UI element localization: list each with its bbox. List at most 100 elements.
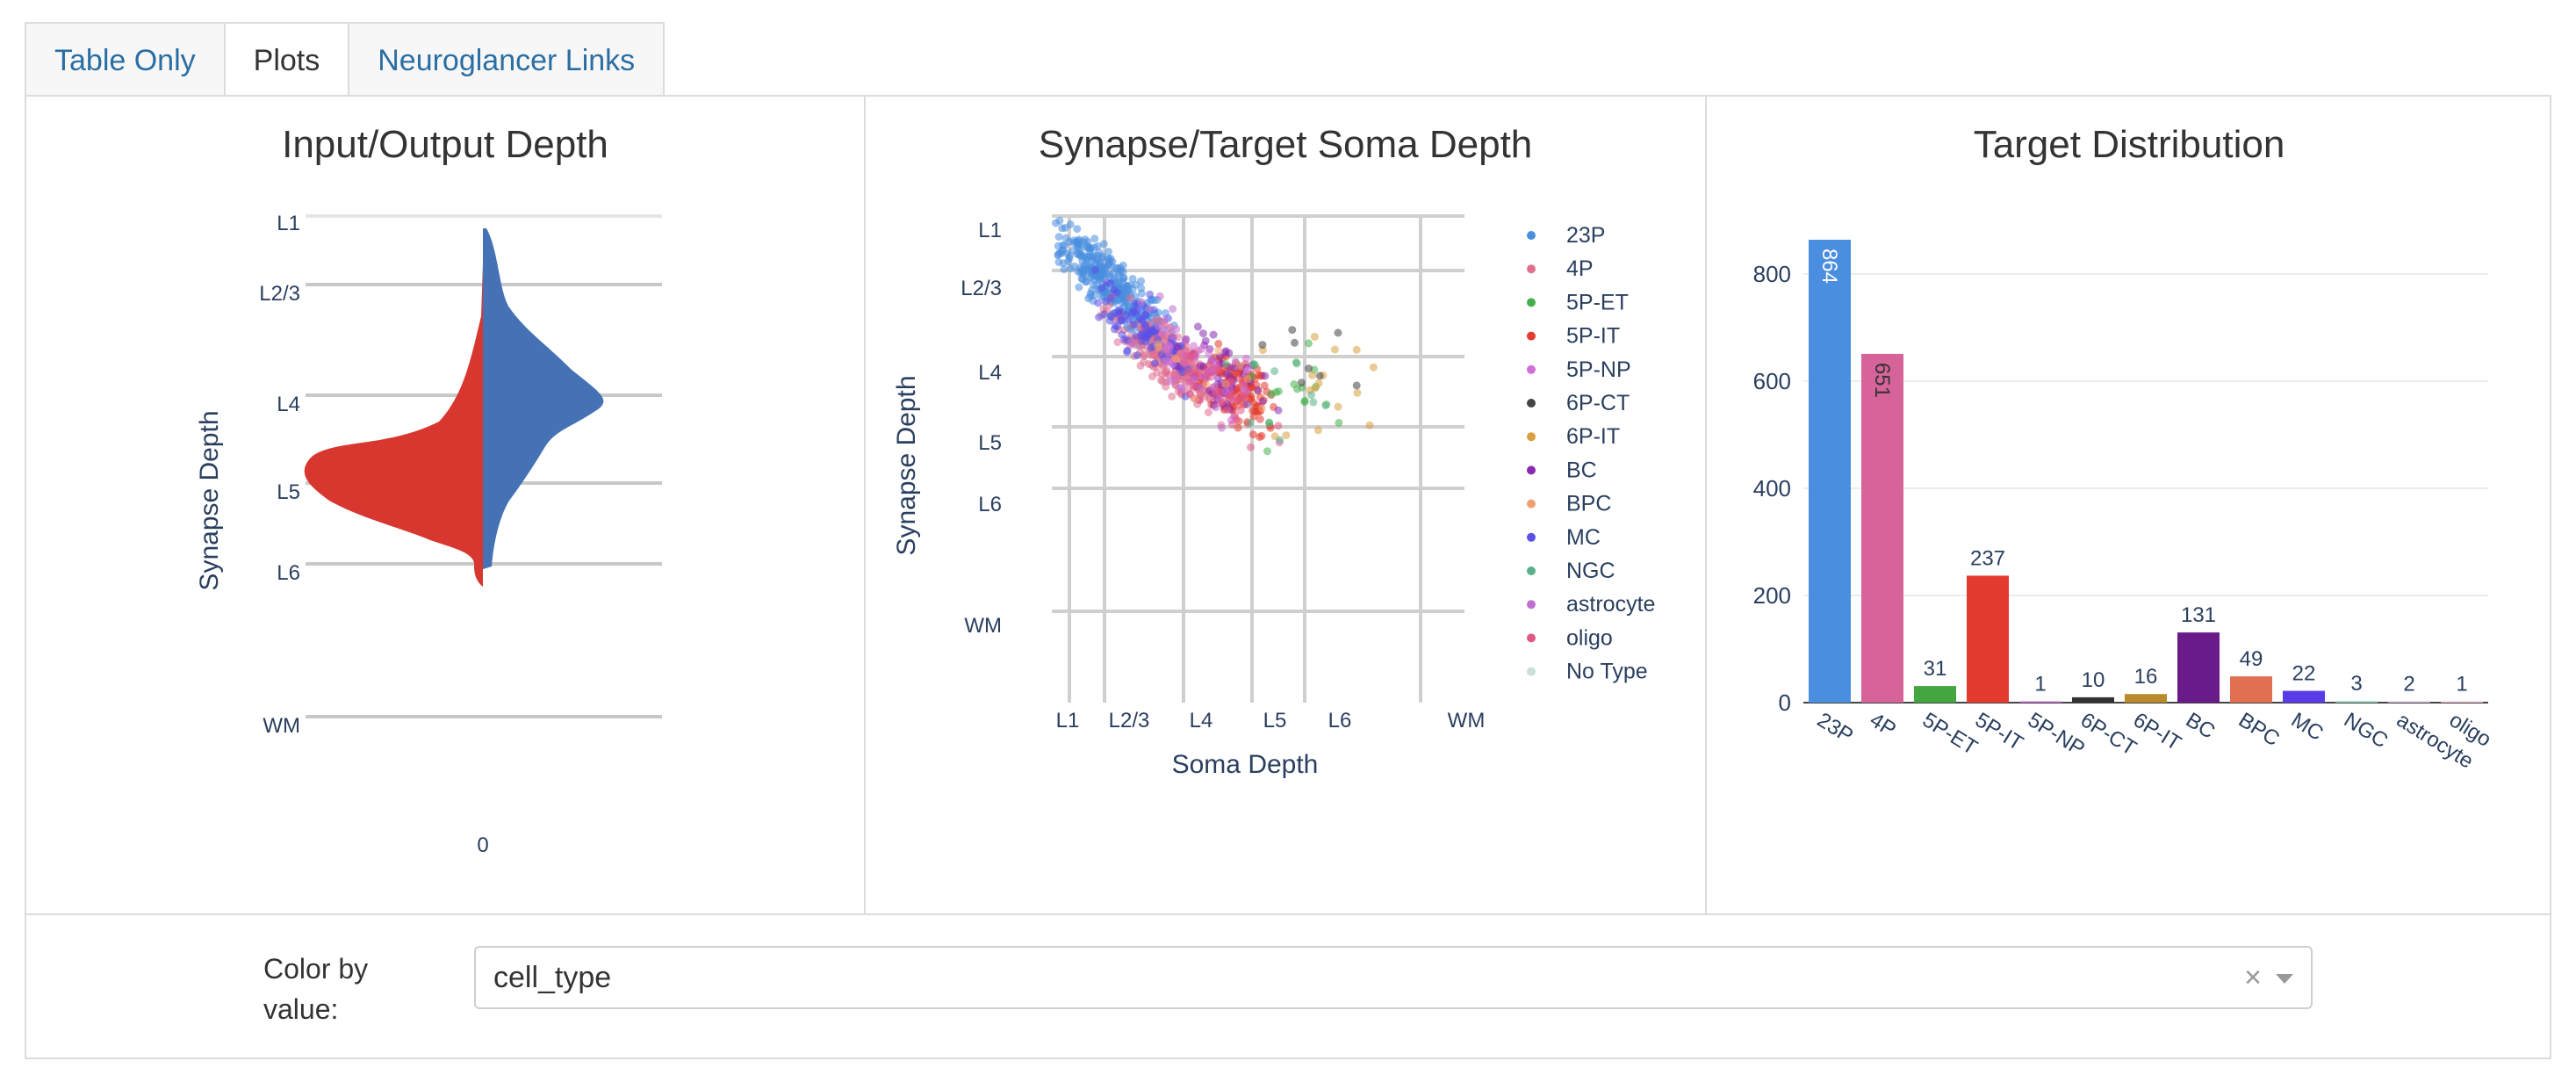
legend-item[interactable]: BC	[1566, 458, 1597, 482]
scatter-point	[1164, 349, 1173, 357]
scatter-point	[1282, 431, 1291, 440]
scatter-point	[1117, 316, 1126, 325]
clear-icon[interactable]: ×	[2244, 961, 2262, 994]
bar-23P[interactable]	[1809, 239, 1851, 703]
tab-plots[interactable]: Plots	[223, 22, 350, 97]
legend-item[interactable]: BPC	[1566, 492, 1611, 516]
bar-x-tick: 6P-CT	[2076, 708, 2141, 761]
tab-bar: Table Only Plots Neuroglancer Links	[25, 22, 666, 97]
dropdown-value: cell_type	[493, 961, 612, 994]
violin-output-shape	[483, 228, 604, 569]
legend-item[interactable]: 6P-CT	[1566, 391, 1630, 415]
scatter-point	[1154, 322, 1162, 331]
scatter-point	[1120, 335, 1128, 343]
violin-chart[interactable]: L1 L2/3 L4 L5 L6 WM Synapse Depth 0	[26, 97, 864, 913]
bar-x-tick: 23P	[1813, 708, 1858, 748]
legend-item[interactable]: NGC	[1566, 559, 1615, 583]
scatter-point	[1261, 372, 1270, 380]
bar-value-label: 864	[1817, 249, 1841, 284]
scatter-point	[1132, 332, 1140, 340]
scatter-y-tick: L6	[978, 493, 1002, 516]
bar-5P-NP[interactable]	[2019, 701, 2062, 704]
legend-item[interactable]: 5P-ET	[1566, 290, 1629, 314]
scatter-point	[1196, 389, 1205, 398]
tab-neuroglancer-links[interactable]: Neuroglancer Links	[348, 22, 666, 96]
bar-MC[interactable]	[2283, 690, 2325, 703]
scatter-point	[1060, 265, 1069, 274]
scatter-point	[1276, 436, 1284, 444]
scatter-point	[1169, 333, 1178, 342]
scatter-point	[1137, 298, 1146, 307]
scatter-point	[1128, 274, 1137, 283]
bar-astrocyte[interactable]	[2388, 701, 2430, 704]
scatter-point	[1221, 348, 1230, 357]
scatter-point	[1248, 430, 1257, 439]
bar-6P-CT[interactable]	[2072, 696, 2114, 703]
scatter-point	[1206, 372, 1215, 381]
scatter-y-tick: L2/3	[961, 277, 1002, 300]
scatter-chart[interactable]: L1 L2/3 L4 L5 L6 WM L1 L2/3 L4 L5 L6 WM 23P 4P 5P-ET 5…	[866, 97, 1705, 913]
scatter-point	[1369, 363, 1378, 372]
scatter-point	[1103, 278, 1112, 286]
scatter-point	[1243, 366, 1252, 375]
bar-6P-IT[interactable]	[2125, 694, 2167, 703]
legend-item[interactable]: 4P	[1566, 256, 1594, 281]
legend-marker	[1527, 432, 1536, 442]
bar-5P-IT[interactable]	[1967, 575, 2009, 703]
chevron-down-icon[interactable]	[2276, 974, 2293, 984]
scatter-point	[1110, 325, 1119, 334]
scatter-point	[1158, 329, 1167, 338]
legend-item[interactable]: MC	[1566, 525, 1601, 550]
legend-item[interactable]: 5P-NP	[1566, 357, 1631, 382]
scatter-point	[1204, 408, 1212, 416]
scatter-point	[1267, 389, 1276, 398]
bar-NGC[interactable]	[2335, 701, 2378, 703]
scatter-point	[1293, 385, 1301, 393]
bar-BPC[interactable]	[2230, 676, 2272, 703]
scatter-point	[1145, 305, 1154, 314]
scatter-point	[1176, 384, 1184, 393]
scatter-point	[1305, 364, 1313, 373]
scatter-point	[1190, 342, 1198, 350]
legend-item[interactable]: astrocyte	[1566, 592, 1655, 617]
scatter-point	[1213, 374, 1222, 383]
bar-value-label: 22	[2292, 662, 2316, 686]
legend-item[interactable]: 6P-IT	[1566, 424, 1620, 449]
legend-item[interactable]: 23P	[1566, 223, 1605, 248]
scatter-point	[1075, 283, 1083, 292]
bar-BC[interactable]	[2177, 632, 2220, 703]
scatter-point	[1334, 402, 1342, 411]
color-by-dropdown[interactable]: cell_type ×	[474, 946, 2313, 1009]
legend-marker	[1527, 566, 1536, 575]
scatter-point	[1155, 315, 1162, 324]
scatter-point	[1309, 398, 1318, 407]
scatter-point	[1101, 297, 1110, 306]
scatter-point	[1214, 339, 1223, 348]
scatter-point	[1105, 248, 1113, 256]
scatter-y-tick: WM	[964, 614, 1002, 638]
scatter-point	[1260, 381, 1269, 390]
legend-marker	[1527, 633, 1536, 643]
legend-item[interactable]: 5P-IT	[1566, 324, 1620, 349]
legend-item[interactable]: oligo	[1566, 625, 1613, 650]
bar-5P-ET[interactable]	[1914, 686, 1956, 703]
scatter-point	[1090, 291, 1098, 299]
bar-value-label: 49	[2240, 647, 2263, 671]
tab-table-only[interactable]: Table Only	[25, 22, 226, 96]
scatter-point	[1314, 379, 1323, 387]
scatter-y-tick: L1	[978, 219, 1002, 242]
scatter-point	[1054, 233, 1063, 242]
bar-4P[interactable]	[1861, 353, 1903, 703]
scatter-point	[1197, 345, 1205, 353]
scatter-point	[1270, 367, 1279, 376]
scatter-point	[1084, 265, 1093, 274]
scatter-point	[1234, 396, 1242, 405]
scatter-point	[1111, 308, 1119, 317]
legend-item[interactable]: No Type	[1566, 660, 1648, 684]
bar-oligo[interactable]	[2441, 701, 2483, 704]
legend-marker	[1527, 667, 1536, 676]
scatter-point	[1172, 325, 1181, 334]
scatter-point	[1257, 431, 1266, 440]
legend-marker	[1527, 264, 1536, 274]
